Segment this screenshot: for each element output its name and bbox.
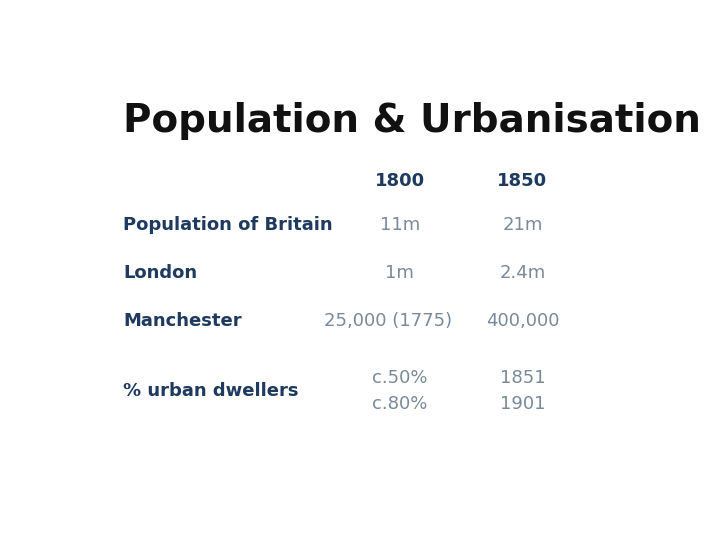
Text: 2.4m: 2.4m (500, 264, 546, 282)
Text: 1851
1901: 1851 1901 (500, 369, 545, 414)
Text: 25,000 (1775): 25,000 (1775) (325, 312, 453, 329)
Text: 1850: 1850 (498, 172, 547, 190)
Text: London: London (124, 264, 197, 282)
Text: % urban dwellers: % urban dwellers (124, 382, 299, 400)
Text: Population & Urbanisation: Population & Urbanisation (124, 102, 701, 140)
Text: 1m: 1m (385, 264, 414, 282)
Text: 400,000: 400,000 (486, 312, 559, 329)
Text: Population of Britain: Population of Britain (124, 216, 333, 234)
Text: c.50%
c.80%: c.50% c.80% (372, 369, 428, 414)
Text: 21m: 21m (503, 216, 543, 234)
Text: Manchester: Manchester (124, 312, 242, 329)
Text: 1800: 1800 (374, 172, 425, 190)
Text: 11m: 11m (379, 216, 420, 234)
